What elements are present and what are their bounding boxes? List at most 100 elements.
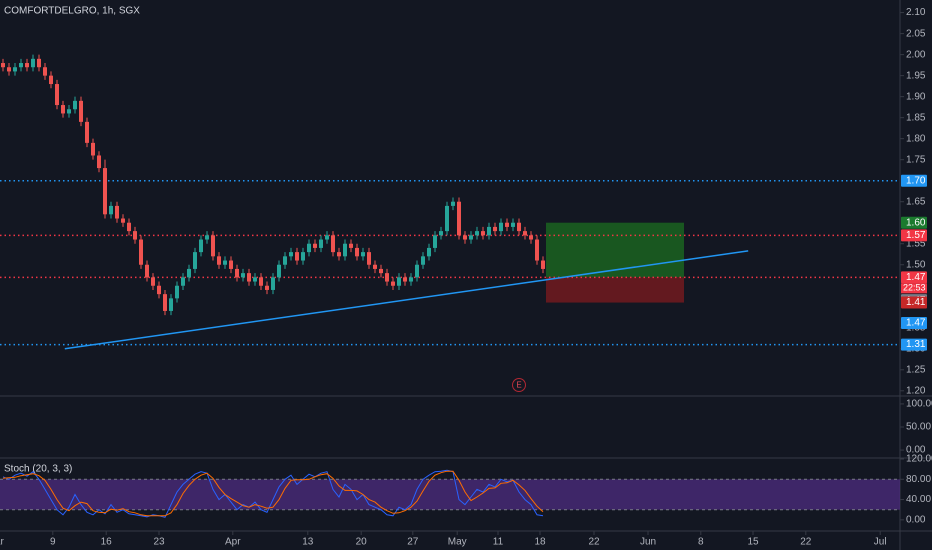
candle-body [49, 75, 53, 85]
candle-body [97, 155, 101, 169]
position-profit [546, 222, 684, 278]
candle-body [307, 243, 311, 253]
candle-body [289, 252, 293, 257]
y-tick-label: 40.00 [906, 494, 931, 505]
candle-body [301, 252, 305, 261]
price-label-box [901, 174, 927, 187]
candle-body [205, 235, 209, 240]
x-tick-label: Jun [640, 537, 656, 548]
candle-body [433, 235, 437, 248]
position-loss [546, 277, 684, 303]
candle-body [7, 67, 11, 72]
candle-body [133, 231, 137, 240]
y-tick-label: 1.90 [906, 91, 926, 102]
candle-body [427, 247, 431, 257]
candle-body [283, 256, 287, 265]
candle-body [25, 63, 29, 68]
y-tick-label: 1.50 [906, 259, 926, 270]
price-label-box [901, 296, 927, 309]
candle-body [529, 235, 533, 240]
x-tick-label: 18 [534, 537, 546, 548]
stoch-line [2, 470, 544, 517]
candle-body [277, 264, 281, 278]
countdown-box [901, 283, 927, 294]
candle-body [43, 67, 47, 76]
x-tick-label: 9 [50, 537, 56, 548]
candle-body [169, 298, 173, 311]
x-tick-label: 22 [588, 537, 600, 548]
y-tick-label: 1.20 [906, 385, 926, 396]
candle-body [487, 226, 491, 236]
y-tick-label: 1.85 [906, 112, 926, 123]
y-tick-label: 1.75 [906, 154, 926, 165]
candle-body [199, 239, 203, 253]
x-tick-label: 8 [698, 537, 704, 548]
x-tick-label: 20 [356, 537, 368, 548]
candle-body [265, 285, 269, 290]
candle-body [157, 285, 161, 295]
candle-body [493, 226, 497, 232]
x-tick-label: Jul [874, 537, 887, 548]
price-label: 1.70 [906, 175, 926, 186]
candle-body [187, 268, 191, 278]
candle-body [349, 243, 353, 248]
candle-body [355, 247, 359, 257]
y-tick-label: 2.10 [906, 7, 926, 18]
price-label-box [901, 271, 927, 284]
candle-body [103, 168, 107, 215]
candle-body [37, 58, 41, 68]
band-fill [0, 479, 900, 510]
candle-body [391, 281, 395, 286]
candle-body [61, 105, 65, 114]
x-tick-label: 15 [747, 537, 759, 548]
candle-body [325, 235, 329, 240]
candle-body [145, 264, 149, 278]
y-tick-label: 1.80 [906, 133, 926, 144]
candle-body [139, 239, 143, 265]
candle-body [319, 239, 323, 248]
candle-body [181, 277, 185, 286]
indicator-title: Stoch (20, 3, 3) [4, 464, 72, 475]
candle-body [223, 260, 227, 265]
candle-body [499, 222, 503, 232]
candle-body [13, 67, 17, 72]
candle-body [73, 100, 77, 110]
candle-body [523, 231, 527, 236]
candle-body [271, 277, 275, 290]
candle-body [457, 201, 461, 236]
candle-body [217, 256, 221, 265]
candle-body [367, 252, 371, 265]
candle-body [247, 273, 251, 282]
x-tick-label: 27 [407, 537, 419, 548]
y-tick-label: 1.95 [906, 70, 926, 81]
x-tick-label: 22 [800, 537, 812, 548]
candle-body [55, 84, 59, 106]
candle-body [259, 277, 263, 286]
x-tick-label: May [448, 537, 467, 548]
candle-body [121, 218, 125, 223]
candle-body [517, 222, 521, 232]
y-tick-label: 1.25 [906, 364, 926, 375]
candle-body [541, 260, 545, 269]
candle-body [463, 235, 467, 240]
candle-body [475, 231, 479, 236]
y-tick-label: 100.00 [906, 399, 932, 410]
price-label: 1.41 [906, 297, 926, 308]
candle-body [175, 285, 179, 299]
x-tick-label: Mar [0, 537, 4, 548]
countdown: 22:53 [903, 283, 926, 293]
candle-body [445, 205, 449, 232]
price-label-box [901, 216, 927, 229]
event-marker [512, 378, 526, 392]
candle-body [79, 100, 83, 122]
price-label: 1.47 [906, 318, 926, 329]
price-label: 1.60 [906, 217, 926, 228]
price-label: 1.57 [906, 230, 926, 241]
price-label-box [901, 229, 927, 242]
price-label: 1.47 [906, 272, 926, 283]
price-label: 1.31 [906, 339, 926, 350]
candle-body [241, 273, 245, 278]
chart-title: COMFORTDELGRO, 1h, SGX [4, 6, 140, 17]
candle-body [343, 243, 347, 257]
